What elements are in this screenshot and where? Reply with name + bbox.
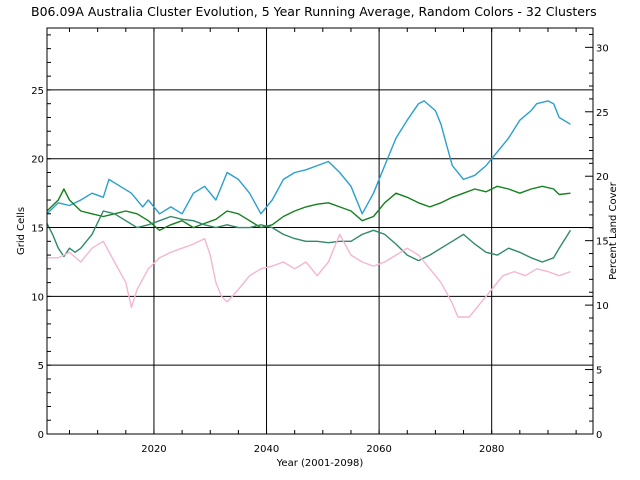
- y-tick-label: 25: [31, 86, 44, 97]
- plot-frame: [46, 27, 594, 435]
- y-tick-label: 5: [38, 361, 44, 372]
- series-line-3: [46, 210, 572, 263]
- y2-tick-label: 0: [596, 430, 602, 441]
- y-tick-label: 15: [31, 224, 44, 235]
- y2-tick-label: 25: [596, 108, 609, 119]
- series-layer: [46, 100, 572, 318]
- y2-tick-label: 30: [596, 43, 609, 54]
- y2-axis-label: Percent Land Cover: [608, 181, 619, 280]
- series-line-4: [47, 233, 571, 318]
- y-tick-label: 0: [38, 430, 44, 441]
- y2-tick-label: 15: [596, 237, 609, 248]
- y-tick-label: 10: [31, 292, 44, 303]
- x-tick-label: 2080: [479, 444, 504, 455]
- x-tick-label: 2020: [141, 444, 166, 455]
- y-axis-label: Grid Cells: [16, 207, 27, 255]
- x-tick-label: 2060: [366, 444, 391, 455]
- y-tick-label: 20: [31, 155, 44, 166]
- x-tick-label: 2040: [254, 444, 279, 455]
- y2-tick-label: 5: [596, 366, 602, 377]
- y2-tick-label: 10: [596, 301, 609, 312]
- grid-lines: [47, 28, 593, 434]
- y2-tick-label: 20: [596, 172, 609, 183]
- series-line-1: [46, 100, 571, 215]
- series-line-2: [46, 185, 571, 232]
- axis-ticks: 2020 2040 2060 2080 0 5 10 15 20 25 0 5 10 15 20 25 30: [31, 28, 609, 455]
- x-axis-label: Year (2001-2098): [276, 458, 364, 469]
- chart-title: B06.09A Australia Cluster Evolution, 5 Y…: [31, 4, 597, 19]
